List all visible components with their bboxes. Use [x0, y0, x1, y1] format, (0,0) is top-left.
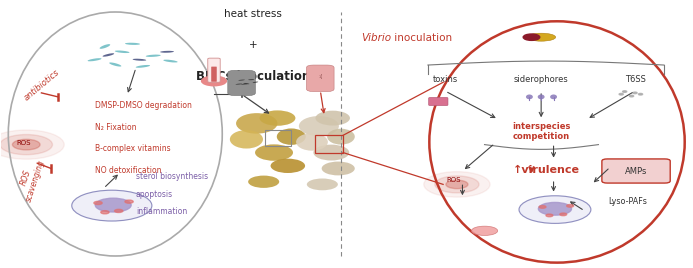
Text: BMCs inoculation: BMCs inoculation — [196, 70, 310, 83]
Ellipse shape — [241, 83, 247, 85]
Circle shape — [114, 209, 123, 213]
Ellipse shape — [236, 83, 242, 85]
Bar — [315, 135, 343, 152]
Text: Vibrio: Vibrio — [361, 33, 392, 43]
Circle shape — [633, 92, 637, 94]
Ellipse shape — [313, 145, 349, 161]
Circle shape — [435, 176, 479, 193]
Text: apoptosis: apoptosis — [136, 190, 173, 199]
Text: NO detoxification: NO detoxification — [94, 166, 161, 175]
Circle shape — [94, 201, 102, 204]
Circle shape — [125, 200, 133, 203]
Ellipse shape — [146, 55, 161, 57]
Ellipse shape — [164, 60, 177, 62]
Circle shape — [95, 198, 131, 212]
Circle shape — [72, 190, 152, 221]
Ellipse shape — [136, 65, 150, 68]
FancyBboxPatch shape — [228, 70, 256, 96]
Circle shape — [523, 34, 540, 40]
FancyBboxPatch shape — [211, 67, 217, 82]
Text: ↑virulence: ↑virulence — [513, 165, 580, 175]
Circle shape — [202, 76, 227, 86]
Ellipse shape — [243, 83, 249, 84]
Ellipse shape — [132, 59, 146, 61]
Ellipse shape — [527, 33, 556, 41]
Circle shape — [560, 213, 567, 216]
Ellipse shape — [322, 162, 355, 175]
Text: inoculation: inoculation — [392, 33, 453, 43]
Ellipse shape — [277, 128, 306, 145]
Ellipse shape — [160, 51, 174, 53]
Text: Lyso-PAFs: Lyso-PAFs — [608, 197, 647, 206]
Ellipse shape — [236, 113, 277, 134]
Text: ROS: ROS — [16, 140, 30, 146]
Text: antibiotics: antibiotics — [22, 68, 61, 102]
Text: ROS: ROS — [446, 177, 461, 183]
Circle shape — [12, 139, 40, 150]
Ellipse shape — [109, 62, 121, 66]
Text: interspecies
competition: interspecies competition — [512, 122, 570, 141]
Text: B-complex vitamins: B-complex vitamins — [94, 144, 170, 153]
Ellipse shape — [87, 58, 102, 61]
FancyBboxPatch shape — [306, 65, 334, 92]
Ellipse shape — [248, 176, 279, 188]
Ellipse shape — [299, 116, 339, 136]
Circle shape — [619, 94, 623, 95]
Circle shape — [0, 135, 53, 155]
Text: inflammation: inflammation — [136, 207, 187, 216]
Text: toxins: toxins — [432, 75, 458, 84]
Ellipse shape — [260, 110, 295, 126]
Circle shape — [629, 95, 633, 97]
Ellipse shape — [248, 79, 254, 80]
Text: :(: :( — [318, 74, 322, 79]
Circle shape — [638, 94, 642, 95]
Ellipse shape — [115, 50, 130, 53]
Circle shape — [100, 211, 109, 214]
FancyBboxPatch shape — [429, 97, 448, 106]
Ellipse shape — [471, 226, 498, 236]
Ellipse shape — [526, 95, 533, 99]
Text: siderophores: siderophores — [514, 75, 568, 84]
Ellipse shape — [230, 130, 263, 148]
Text: +: + — [249, 40, 258, 50]
Text: AMPs: AMPs — [625, 167, 647, 176]
Text: N₂ Fixation: N₂ Fixation — [94, 122, 136, 132]
FancyBboxPatch shape — [208, 58, 220, 82]
Circle shape — [538, 202, 572, 215]
Ellipse shape — [538, 95, 545, 99]
Ellipse shape — [315, 111, 350, 125]
Circle shape — [424, 172, 490, 197]
Ellipse shape — [100, 44, 110, 49]
Circle shape — [539, 206, 546, 208]
Circle shape — [446, 180, 468, 189]
Ellipse shape — [238, 80, 245, 81]
Text: ROS
scavenging: ROS scavenging — [15, 155, 46, 203]
Circle shape — [622, 91, 626, 92]
Text: AMPs: AMPs — [625, 163, 647, 172]
Circle shape — [519, 196, 591, 224]
Ellipse shape — [307, 178, 338, 190]
Ellipse shape — [550, 95, 557, 99]
Ellipse shape — [270, 159, 305, 173]
Text: heat stress: heat stress — [225, 9, 282, 19]
Ellipse shape — [296, 133, 328, 151]
Ellipse shape — [103, 53, 114, 57]
Ellipse shape — [253, 81, 258, 83]
Ellipse shape — [125, 43, 140, 45]
Text: sterol biosynthesis: sterol biosynthesis — [136, 172, 208, 181]
Ellipse shape — [327, 129, 355, 145]
FancyBboxPatch shape — [602, 159, 670, 183]
Bar — [265, 130, 291, 146]
Circle shape — [0, 130, 64, 159]
Circle shape — [567, 204, 574, 207]
Text: T6SS: T6SS — [624, 75, 645, 84]
Text: DMSP-DMSO degradation: DMSP-DMSO degradation — [94, 101, 191, 110]
Ellipse shape — [255, 144, 293, 161]
Circle shape — [546, 214, 553, 217]
